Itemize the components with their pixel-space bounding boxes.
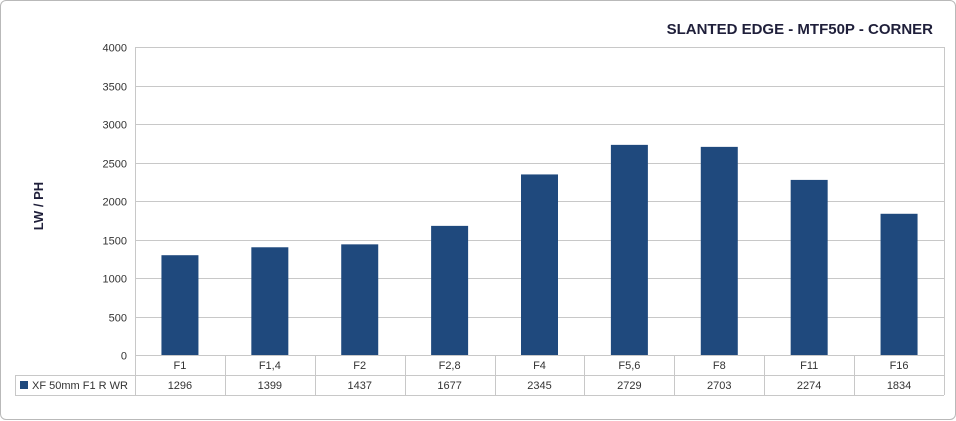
y-tick-label: 500: [109, 313, 127, 325]
category-label: F5,6: [618, 360, 640, 372]
category-label: F8: [713, 360, 726, 372]
data-label: 1677: [437, 380, 461, 392]
bar-F2,8: [431, 225, 469, 355]
chart-title: SLANTED EDGE - MTF50P - CORNER: [667, 21, 934, 38]
category-label: F4: [533, 360, 546, 372]
y-tick-label: 4000: [103, 43, 127, 55]
data-table: F1 1296 F1,4 1399 F2 1437 F2,8 1677 F4 2345 F5,6 27…: [15, 355, 945, 396]
data-label: 2274: [797, 380, 821, 392]
y-tick-label: 2000: [103, 197, 127, 209]
y-tick-label: 0: [121, 351, 127, 363]
bar-F16: [880, 213, 918, 355]
bar-F8: [700, 146, 738, 355]
y-tick-label: 3000: [103, 120, 127, 132]
y-tick-label: 2500: [103, 159, 127, 171]
category-label: F16: [890, 360, 909, 372]
data-label: 1296: [168, 380, 192, 392]
data-label: 2729: [617, 380, 641, 392]
y-tick-label: 1000: [103, 274, 127, 286]
data-label: 1437: [347, 380, 371, 392]
series-name: XF 50mm F1 R WR: [32, 380, 128, 392]
data-label: 1834: [887, 380, 911, 392]
bar-F2: [341, 244, 379, 355]
legend-swatch: [20, 381, 28, 389]
bar-F5,6: [610, 144, 648, 355]
y-tick-label: 1500: [103, 236, 127, 248]
y-tick-labels: 0 500 1000 1500 2000 2500 3000 3500 4000: [103, 43, 127, 363]
category-label: F1,4: [259, 360, 281, 372]
data-label: 2703: [707, 380, 731, 392]
bar-F4: [521, 174, 558, 355]
y-tick-label: 3500: [103, 82, 127, 94]
category-label: F2,8: [439, 360, 461, 372]
category-label: F1: [174, 360, 187, 372]
bar-F1: [161, 255, 199, 355]
category-label: F11: [800, 360, 818, 372]
bar-F1,4: [251, 247, 289, 355]
bars: [161, 144, 918, 355]
category-label: F2: [353, 360, 366, 372]
data-label: 2345: [527, 380, 551, 392]
y-axis-label: LW / PH: [31, 182, 46, 230]
data-label: 1399: [258, 380, 282, 392]
bar-F11: [790, 179, 828, 355]
